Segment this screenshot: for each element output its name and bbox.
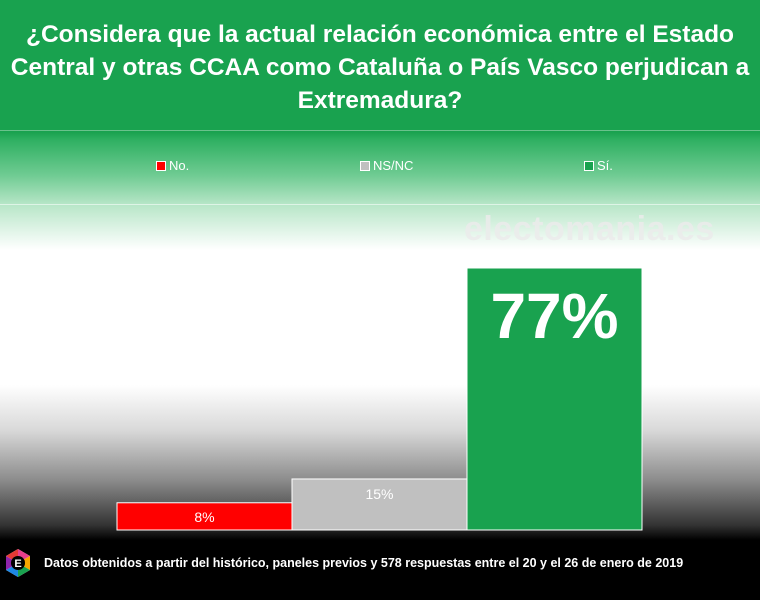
data-label-nsnc: 15%: [365, 486, 393, 502]
legend-item-si: Sí.: [584, 158, 613, 173]
watermark: electomania.es: [464, 210, 715, 248]
title-line-3: Extremadura?: [297, 87, 463, 114]
bar-si: [466, 267, 643, 531]
legend-label-nsnc: NS/NC: [373, 158, 414, 173]
data-label-si: 77%: [490, 280, 618, 352]
legend-item-nsnc: NS/NC: [360, 158, 413, 173]
footer-note: Datos obtenidos a partir del histórico, …: [44, 556, 684, 570]
legend-swatch-si: [584, 160, 594, 171]
legend: No. NS/NC Sí.: [0, 158, 760, 178]
legend-divider: [0, 204, 760, 205]
title-divider: [0, 130, 760, 131]
svg-text:E: E: [14, 558, 21, 570]
legend-swatch-no: [156, 160, 166, 171]
legend-swatch-nsnc: [360, 160, 370, 171]
data-label-no: 8%: [194, 509, 214, 525]
bar-no: [116, 502, 293, 531]
title-line-1: ¿Considera que la actual relación económ…: [26, 21, 734, 48]
title-line-2: Central y otras CCAA como Cataluña o Paí…: [10, 54, 750, 81]
legend-label-no: No.: [169, 158, 190, 173]
chart-title: ¿Considera que la actual relación económ…: [0, 0, 760, 130]
legend-label-si: Sí.: [597, 158, 613, 173]
electomania-logo-icon: E: [6, 549, 30, 577]
legend-item-no: No.: [156, 158, 189, 173]
